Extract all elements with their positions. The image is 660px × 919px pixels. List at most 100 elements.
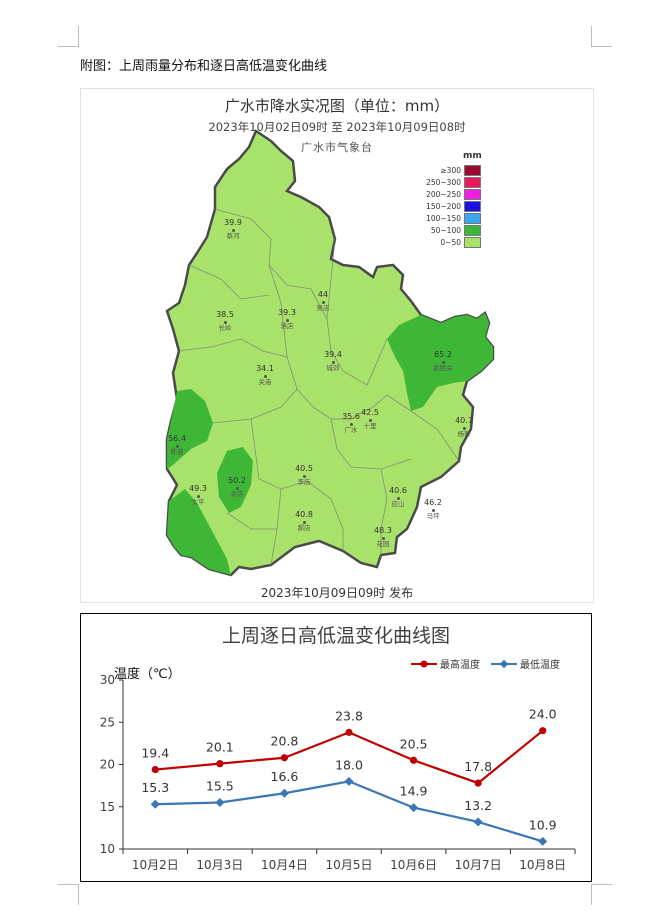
legend-label: 150~200 — [426, 202, 461, 211]
station-dot — [302, 521, 306, 524]
max-temp-label: 19.4 — [141, 746, 169, 761]
min-temp-label: 13.2 — [464, 798, 492, 813]
rain-station: 56.4 陈巷 — [155, 435, 199, 456]
max-temp-label: 17.8 — [464, 759, 492, 774]
station-rainfall-value: 40.6 — [389, 486, 407, 495]
station-dot — [349, 423, 353, 426]
y-tick-label: 30 — [100, 673, 115, 687]
rain-station: 48.3 花园 — [361, 527, 405, 548]
station-rainfall-value: 49.3 — [189, 484, 207, 493]
rain-station: 44 吴店 — [301, 291, 345, 312]
map-time-range: 2023年10月02日09时 至 2023年10月09日08时 — [208, 120, 466, 134]
station-dot — [321, 301, 325, 304]
legend-label: 100~150 — [426, 214, 461, 223]
map-issue-time: 2023年10月09日09时 发布 — [260, 586, 414, 600]
station-name: 关庙 — [258, 378, 272, 386]
station-name: 陈巷 — [170, 448, 184, 456]
rain-station: 39.9 蔡河 — [211, 219, 255, 240]
min-temp-label: 15.5 — [206, 779, 234, 794]
rain-station: 40.6 应山 — [376, 487, 420, 508]
legend-swatch — [464, 213, 481, 224]
max-temp-label: 24.0 — [529, 707, 557, 722]
min-temp-point — [150, 799, 160, 809]
station-dot — [196, 495, 200, 498]
station-dot — [235, 487, 239, 490]
max-temp-point — [474, 779, 482, 787]
y-tick-label: 20 — [100, 758, 115, 772]
legend-marker — [499, 659, 509, 669]
station-rainfall-value: 46.2 — [424, 498, 442, 507]
min-temp-label: 14.9 — [400, 784, 428, 799]
legend-row: 100~150 — [423, 213, 483, 225]
station-name: 马坪 — [426, 512, 440, 520]
rain-station: 50.2 余店 — [215, 477, 259, 498]
station-rainfall-value: 40.8 — [295, 510, 313, 519]
rain-station: 40.5 李店 — [282, 465, 326, 486]
legend-label: 0~50 — [440, 238, 461, 247]
rain-station: 39.4 城郊 — [311, 351, 355, 372]
station-rainfall-value: 65.2 — [434, 350, 452, 359]
station-rainfall-value: 48.3 — [374, 526, 392, 535]
station-name: 武胜关 — [433, 364, 453, 372]
legend-swatch — [464, 165, 481, 176]
x-tick-label: 10月7日 — [455, 858, 502, 872]
x-tick-label: 10月8日 — [519, 858, 566, 872]
max-temp-label: 23.8 — [335, 708, 363, 723]
rain-zone-50-100 — [167, 489, 231, 575]
min-temp-point — [409, 803, 419, 813]
legend-label: 最高温度 — [440, 658, 480, 671]
y-tick-label: 15 — [100, 800, 115, 814]
station-name: 城郊 — [326, 364, 340, 372]
station-rainfall-value: 40.7 — [455, 416, 473, 425]
rain-station: 42.5 十里 — [348, 409, 392, 430]
max-temp-label: 20.8 — [271, 734, 299, 749]
legend-label: 50~100 — [430, 226, 461, 235]
station-dot — [302, 475, 306, 478]
station-name: 广水 — [344, 426, 358, 434]
station-name: 长岭 — [218, 324, 232, 332]
min-temp-label: 10.9 — [529, 817, 557, 832]
legend-row: 50~100 — [423, 225, 483, 237]
rain-station: 46.2 马坪 — [411, 499, 455, 520]
station-name: 吴店 — [316, 304, 330, 312]
station-name: 花园 — [376, 540, 390, 548]
map-issuer: 广水市气象台 — [301, 141, 373, 154]
rainfall-map — [165, 129, 495, 577]
legend-swatch — [464, 225, 481, 236]
rain-zone-50-100 — [217, 447, 253, 513]
min-temp-label: 16.6 — [271, 769, 299, 784]
legend-label: 最低温度 — [520, 658, 560, 671]
y-axis-label: 温度（℃） — [114, 666, 181, 682]
station-rainfall-value: 35.6 — [342, 412, 360, 421]
legend-swatch — [464, 189, 481, 200]
rainfall-map-panel: 广水市降水实况图（单位：mm） 2023年10月02日09时 至 2023年10… — [80, 88, 594, 603]
max-temp-label: 20.1 — [206, 740, 234, 755]
station-name: 十里 — [363, 422, 377, 430]
station-rainfall-value: 39.3 — [278, 308, 296, 317]
chart-title: 上周逐日高低温变化曲线图 — [222, 625, 450, 647]
station-rainfall-value: 38.5 — [216, 310, 234, 319]
station-rainfall-value: 42.5 — [361, 408, 379, 417]
rain-station: 40.8 郝店 — [282, 511, 326, 532]
rain-station: 40.7 杨寨 — [442, 417, 486, 438]
station-dot — [396, 497, 400, 500]
station-name: 太平 — [191, 498, 205, 506]
min-temp-label: 18.0 — [335, 757, 363, 772]
township-boundaries — [176, 208, 460, 566]
station-dot — [368, 419, 372, 422]
station-name: 李店 — [297, 478, 311, 486]
rain-station: 65.2 武胜关 — [421, 351, 465, 372]
station-dot — [431, 509, 435, 512]
station-rainfall-value: 56.4 — [168, 434, 186, 443]
max-temp-point — [216, 760, 224, 768]
map-title: 广水市降水实况图（单位：mm） — [224, 97, 450, 115]
station-rainfall-value: 50.2 — [228, 476, 246, 485]
x-tick-label: 10月5日 — [326, 858, 373, 872]
station-rainfall-value: 34.1 — [256, 364, 274, 373]
min-temp-point — [344, 776, 354, 786]
page-corner-mark — [58, 884, 79, 905]
station-name: 杨寨 — [457, 430, 471, 438]
station-dot — [223, 321, 227, 324]
legend-row: 0~50 — [423, 237, 483, 249]
